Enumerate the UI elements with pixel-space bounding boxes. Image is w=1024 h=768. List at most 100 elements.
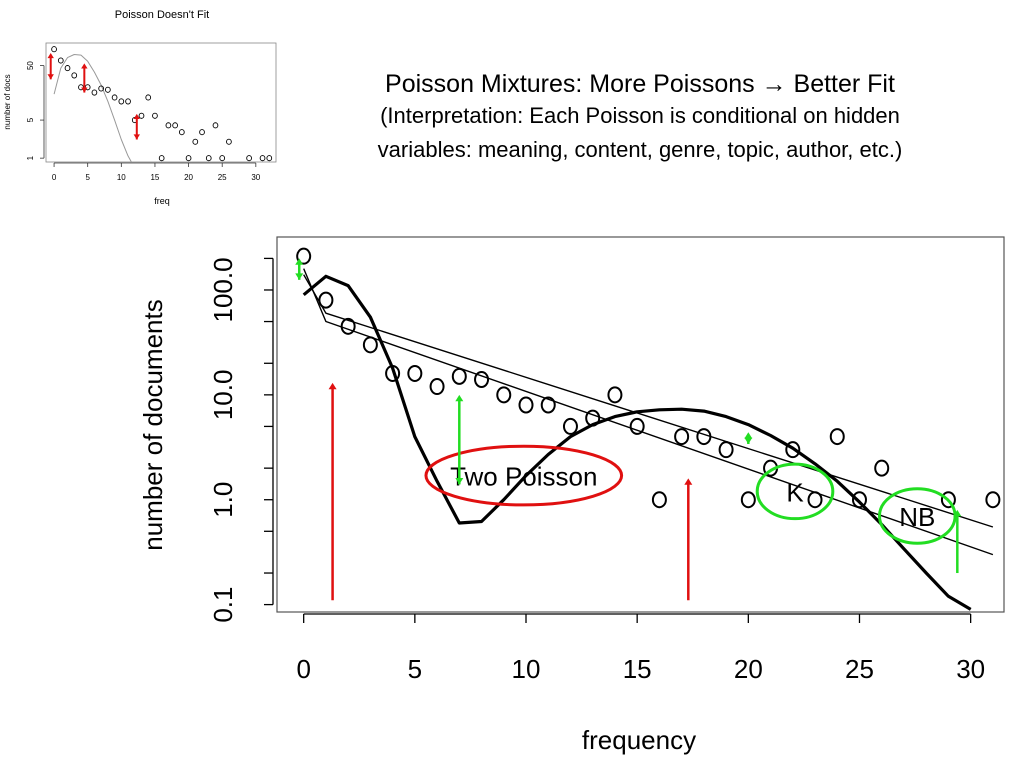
annotation-ellipse-1 bbox=[755, 462, 835, 521]
inset-data-point bbox=[205, 155, 212, 162]
annotation-label-2: NB bbox=[899, 502, 935, 532]
inset-x-tick-label: 30 bbox=[251, 173, 260, 182]
inset-data-point bbox=[105, 86, 111, 93]
plot-frame bbox=[276, 236, 1005, 613]
inset-data-point bbox=[57, 57, 64, 64]
arrow-head-6 bbox=[455, 394, 464, 402]
data-point bbox=[562, 417, 578, 435]
data-point bbox=[607, 386, 623, 404]
inset-plot-frame bbox=[45, 42, 277, 163]
data-point bbox=[629, 417, 645, 435]
annotation-ellipse-2 bbox=[877, 487, 957, 545]
y-tick-label: 0.1 bbox=[208, 587, 238, 623]
x-tick-label: 25 bbox=[845, 654, 874, 684]
data-point bbox=[785, 441, 801, 459]
arrow-head-8 bbox=[953, 509, 962, 517]
inset-data-point bbox=[212, 122, 219, 129]
inset-data-point bbox=[145, 94, 152, 101]
inset-y-tick-label: 5 bbox=[26, 117, 35, 122]
series-line-1 bbox=[303, 268, 994, 556]
inset-data-point bbox=[138, 112, 145, 119]
data-point bbox=[696, 428, 712, 446]
inset-data-point bbox=[259, 155, 266, 162]
inset-plot-area bbox=[51, 46, 273, 162]
arrow-tail-head-6 bbox=[455, 477, 464, 485]
inset-data-point bbox=[64, 65, 71, 72]
inset-arrow-head-2 bbox=[133, 113, 140, 119]
data-point bbox=[318, 291, 334, 309]
data-point bbox=[296, 247, 312, 265]
data-point bbox=[674, 428, 690, 446]
inset-data-point bbox=[165, 122, 172, 129]
x-tick-label: 5 bbox=[408, 654, 422, 684]
data-point bbox=[651, 491, 667, 509]
data-point bbox=[585, 409, 601, 427]
inset-data-point bbox=[185, 155, 192, 162]
inset-x-axis-label: freq bbox=[154, 196, 170, 206]
arrow-tail-head-5 bbox=[295, 273, 304, 280]
slide-subtitle-line-2: variables: meaning, content, genre, topi… bbox=[377, 137, 903, 162]
inset-x-tick-label: 0 bbox=[52, 173, 57, 182]
data-point bbox=[496, 386, 512, 404]
series-line-0 bbox=[302, 274, 972, 611]
x-tick-label: 20 bbox=[734, 654, 763, 684]
inset-data-point bbox=[118, 98, 125, 105]
inset-y-tick-label: 50 bbox=[26, 61, 35, 70]
inset-data-point bbox=[199, 129, 205, 136]
slide-title: Poisson Mixtures: More Poissons → Better… bbox=[385, 70, 895, 98]
inset-data-point bbox=[91, 89, 98, 96]
slide-subtitle-line-1: (Interpretation: Each Poisson is conditi… bbox=[380, 103, 900, 128]
annotation-label-1: K bbox=[786, 477, 804, 507]
inset-arrow-tail-head-0 bbox=[47, 74, 54, 80]
data-point bbox=[807, 491, 823, 509]
data-point bbox=[763, 459, 779, 477]
data-point bbox=[385, 364, 401, 382]
x-tick-label: 10 bbox=[512, 654, 541, 684]
y-tick-label: 10.0 bbox=[208, 370, 238, 421]
inset-data-point bbox=[71, 72, 78, 79]
arrow-head-4 bbox=[684, 478, 693, 485]
inset-x-tick-label: 25 bbox=[218, 173, 227, 182]
x-tick-label: 15 bbox=[623, 654, 652, 684]
arrow-head-7 bbox=[744, 432, 753, 439]
inset-arrow-tail-head-2 bbox=[133, 134, 140, 140]
data-point bbox=[829, 428, 845, 446]
inset-y-axis-label: number of docs bbox=[3, 74, 12, 129]
data-point bbox=[718, 441, 734, 459]
inset-x-tick-label: 15 bbox=[150, 173, 159, 182]
data-point bbox=[407, 364, 423, 382]
data-point bbox=[851, 491, 867, 509]
inset-data-point bbox=[178, 129, 185, 136]
inset-data-point bbox=[246, 155, 252, 162]
x-tick-label: 0 bbox=[296, 654, 310, 684]
x-tick-label: 30 bbox=[956, 654, 985, 684]
arrow-tail-head-7 bbox=[744, 437, 753, 444]
data-point bbox=[985, 491, 1001, 509]
inset-data-point bbox=[192, 138, 199, 145]
inset-chart-title: Poisson Doesn't Fit bbox=[115, 9, 209, 21]
y-tick-label: 100.0 bbox=[208, 257, 238, 322]
y-tick-label: 1.0 bbox=[208, 482, 238, 518]
inset-chart: Poisson Doesn't Fit freq number of docs … bbox=[3, 9, 277, 206]
inset-x-tick-label: 5 bbox=[85, 173, 90, 182]
data-point bbox=[874, 459, 890, 477]
data-point bbox=[540, 396, 556, 414]
inset-arrow-tail-head-1 bbox=[81, 87, 88, 93]
inset-data-point bbox=[219, 155, 226, 162]
inset-arrow-head-1 bbox=[81, 63, 88, 69]
inset-data-point bbox=[158, 155, 165, 162]
arrow-head-3 bbox=[328, 382, 337, 390]
series-line-2 bbox=[303, 274, 994, 528]
inset-data-point bbox=[111, 94, 118, 101]
data-point bbox=[451, 367, 467, 385]
inset-series-line-0 bbox=[53, 54, 132, 162]
inset-arrow-head-0 bbox=[47, 53, 54, 59]
data-point bbox=[429, 378, 445, 396]
inset-data-point bbox=[51, 46, 57, 53]
data-point bbox=[340, 317, 356, 335]
data-point bbox=[518, 396, 534, 414]
inset-x-tick-label: 10 bbox=[117, 173, 126, 182]
inset-data-point bbox=[226, 138, 232, 145]
data-point bbox=[940, 491, 956, 509]
x-axis-label: frequency bbox=[582, 725, 696, 755]
